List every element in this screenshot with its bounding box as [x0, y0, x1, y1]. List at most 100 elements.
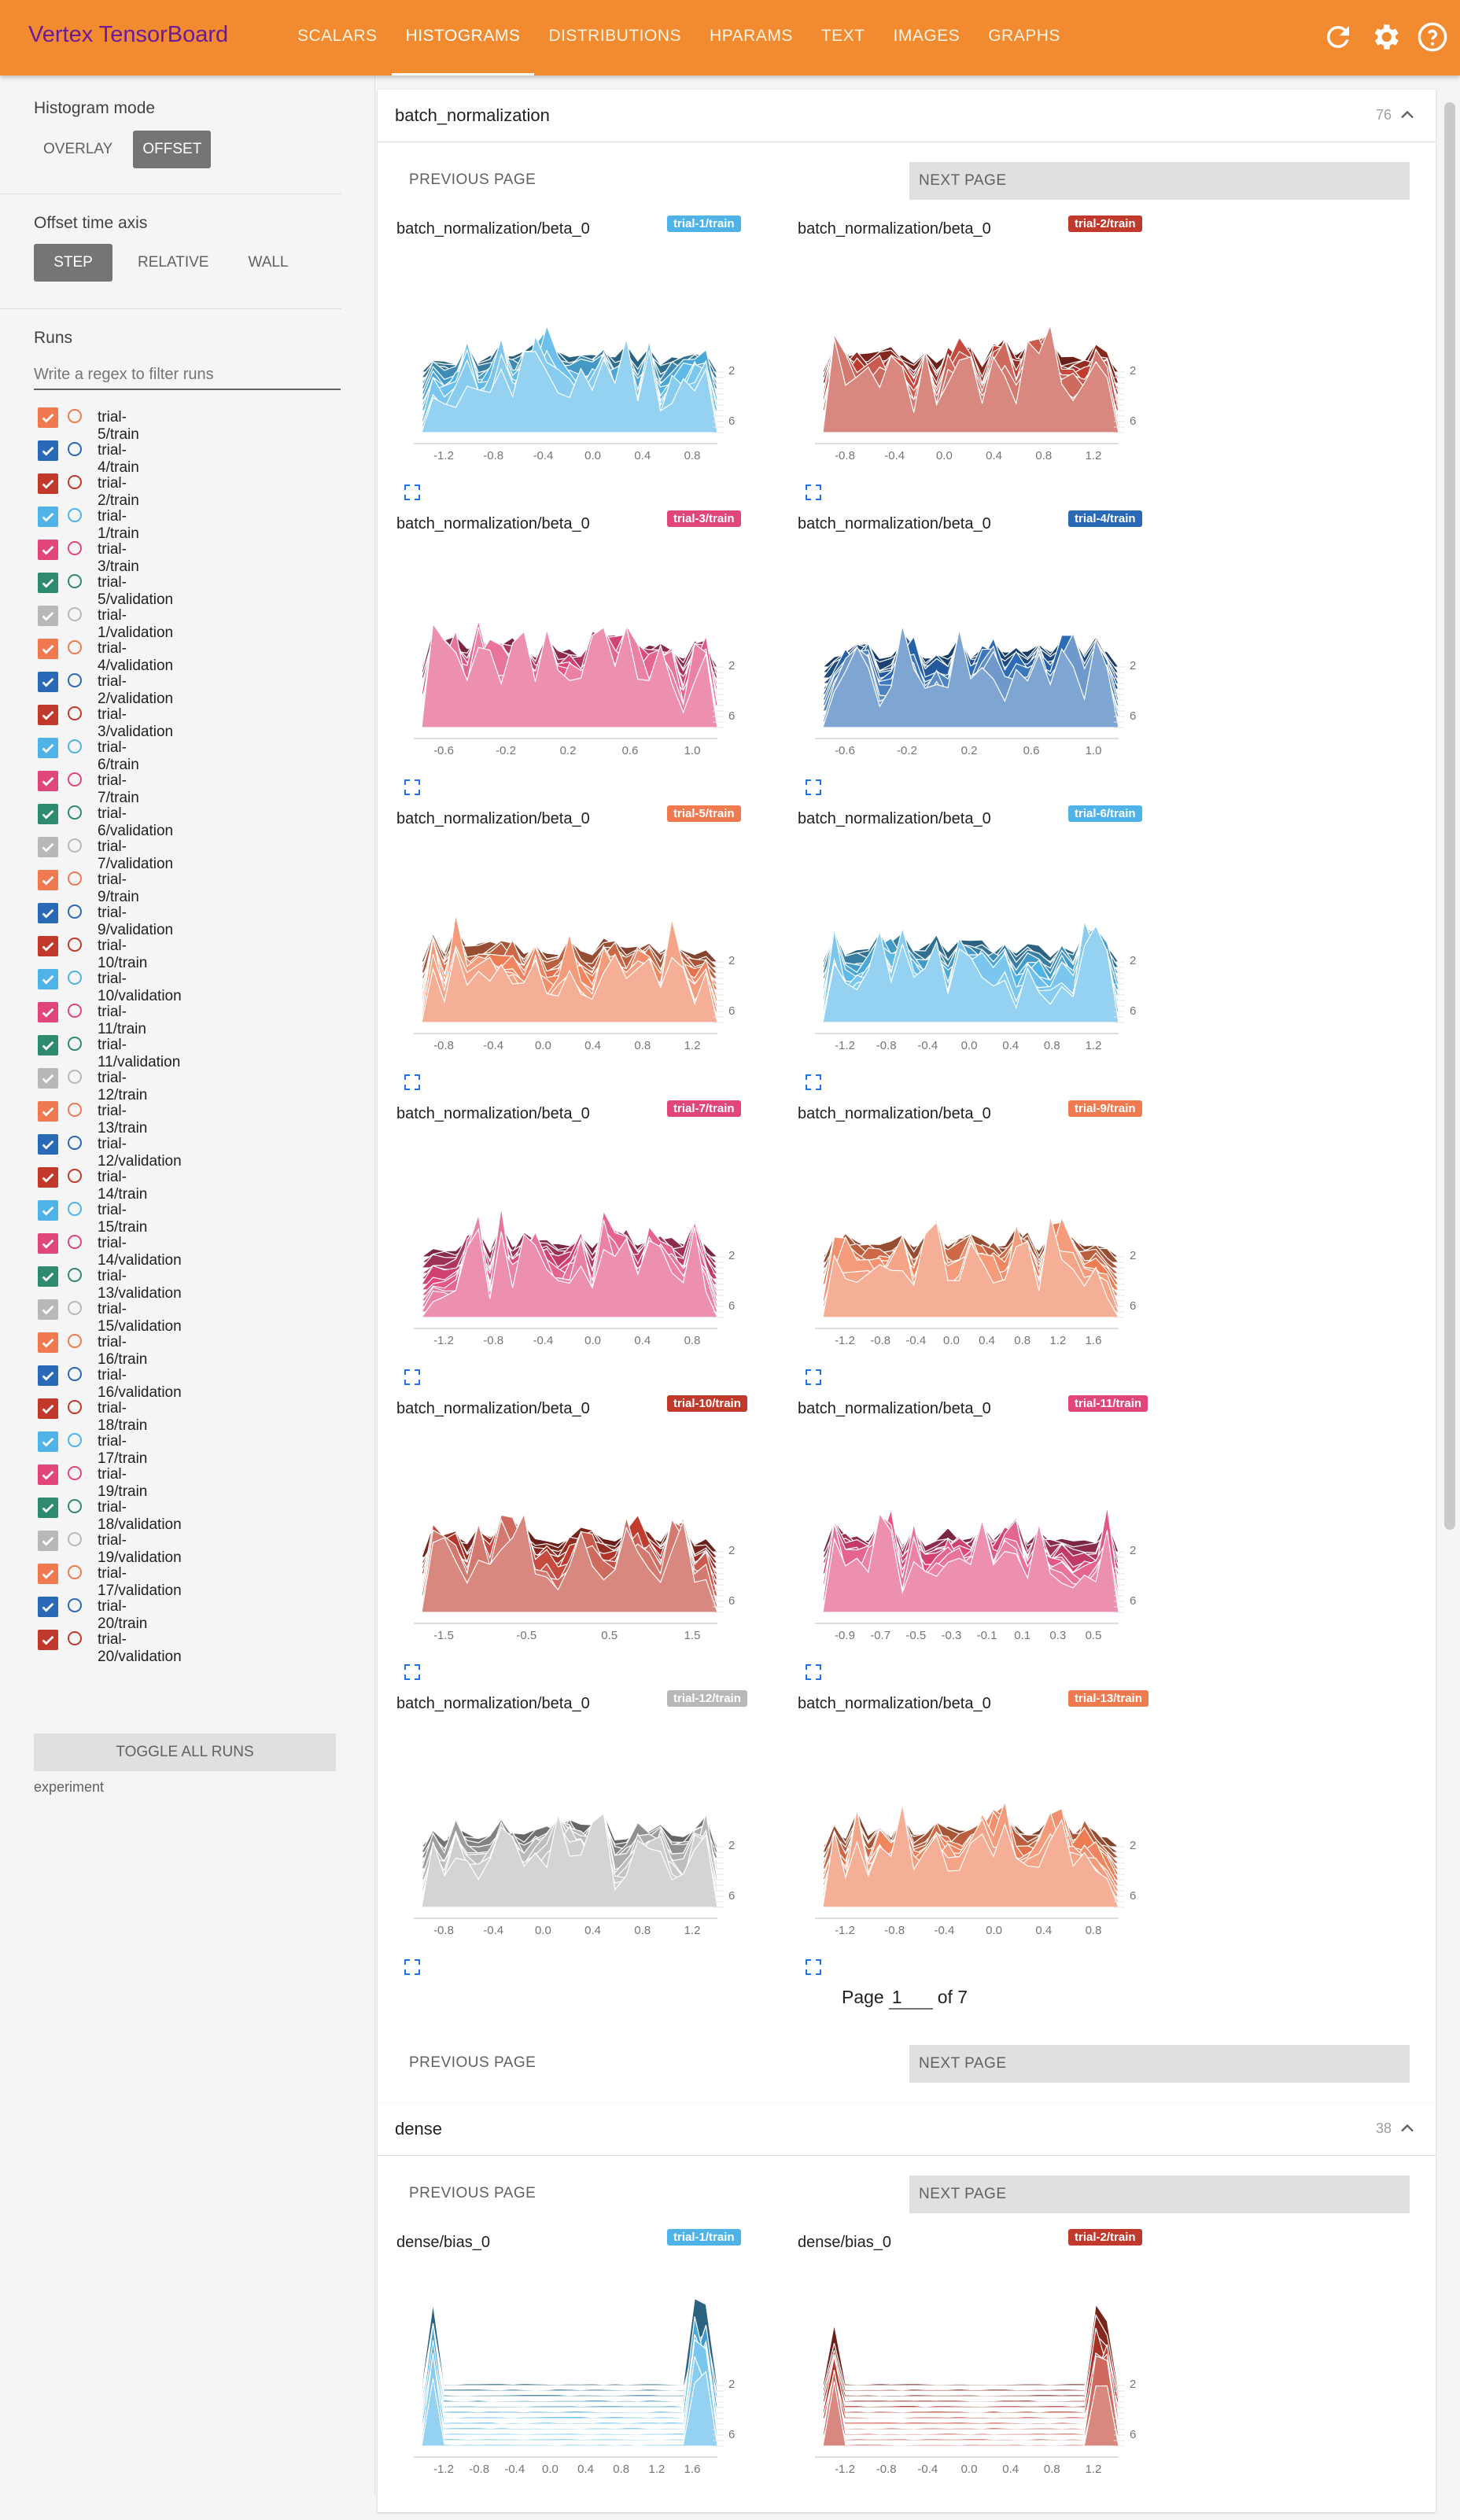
run-color-swatch[interactable] — [68, 1202, 82, 1216]
next-page-button[interactable]: NEXT PAGE — [909, 162, 1410, 200]
run-color-swatch[interactable] — [68, 1103, 82, 1117]
run-color-swatch[interactable] — [68, 871, 82, 886]
run-checkbox[interactable] — [38, 837, 58, 857]
run-checkbox[interactable] — [38, 573, 58, 593]
run-checkbox[interactable] — [38, 1266, 58, 1287]
run-color-swatch[interactable] — [68, 1631, 82, 1645]
run-color-swatch[interactable] — [68, 607, 82, 621]
run-checkbox[interactable] — [38, 507, 58, 527]
run-checkbox[interactable] — [38, 1035, 58, 1056]
group-header[interactable]: dense 38 — [378, 2103, 1436, 2156]
next-page-button[interactable]: NEXT PAGE — [909, 2176, 1410, 2213]
run-color-swatch[interactable] — [68, 1400, 82, 1414]
run-color-swatch[interactable] — [68, 640, 82, 654]
offset-histogram-plot[interactable]: 2 6 -1.2 -0.8 -0.4 0.0 0.4 0.8 1.2 1.6 — [795, 1132, 1148, 1368]
run-color-swatch[interactable] — [68, 673, 82, 687]
run-color-swatch[interactable] — [68, 475, 82, 489]
overlay-button[interactable]: OVERLAY — [43, 141, 113, 157]
tab-histograms[interactable]: HISTOGRAMS — [391, 0, 535, 76]
run-color-swatch[interactable] — [68, 971, 82, 985]
offset-histogram-plot[interactable]: 2 6 -1.2 -0.8 -0.4 0.0 0.4 0.8 — [393, 247, 747, 483]
run-checkbox[interactable] — [38, 1498, 58, 1518]
run-checkbox[interactable] — [38, 969, 58, 989]
run-checkbox[interactable] — [38, 1464, 58, 1485]
run-checkbox[interactable] — [38, 705, 58, 725]
run-checkbox[interactable] — [38, 407, 58, 428]
offset-histogram-plot[interactable]: 2 6 -1.2 -0.8 -0.4 0.0 0.4 0.8 1.2 — [795, 837, 1148, 1073]
expand-icon[interactable] — [804, 1368, 823, 1387]
run-color-swatch[interactable] — [68, 739, 82, 753]
tab-text[interactable]: TEXT — [820, 27, 865, 45]
run-color-swatch[interactable] — [68, 409, 82, 423]
run-color-swatch[interactable] — [68, 838, 82, 853]
run-checkbox[interactable] — [38, 1200, 58, 1221]
run-checkbox[interactable] — [38, 606, 58, 626]
run-color-swatch[interactable] — [68, 706, 82, 720]
run-color-swatch[interactable] — [68, 1466, 82, 1480]
help-icon[interactable] — [1416, 20, 1449, 53]
run-filter-input[interactable]: Write a regex to filter runs — [34, 362, 341, 390]
run-color-swatch[interactable] — [68, 1565, 82, 1579]
run-checkbox[interactable] — [38, 1332, 58, 1353]
offset-histogram-plot[interactable]: 2 6 -1.2 -0.8 -0.4 0.0 0.4 0.8 — [795, 1722, 1148, 1958]
run-color-swatch[interactable] — [68, 1499, 82, 1513]
run-checkbox[interactable] — [38, 936, 58, 956]
relative-button[interactable]: RELATIVE — [138, 254, 209, 271]
tab-graphs[interactable]: GRAPHS — [988, 27, 1060, 45]
expand-icon[interactable] — [804, 1073, 823, 1092]
offset-histogram-plot[interactable]: 2 6 -1.5 -0.5 0.5 1.5 — [393, 1427, 747, 1663]
step-button[interactable]: STEP — [34, 244, 112, 282]
run-checkbox[interactable] — [38, 738, 58, 758]
run-color-swatch[interactable] — [68, 1037, 82, 1051]
run-color-swatch[interactable] — [68, 1532, 82, 1546]
run-color-swatch[interactable] — [68, 1268, 82, 1282]
expand-icon[interactable] — [403, 1368, 422, 1387]
settings-icon[interactable] — [1369, 20, 1402, 53]
run-checkbox[interactable] — [38, 540, 58, 560]
offset-button[interactable]: OFFSET — [133, 131, 212, 168]
run-checkbox[interactable] — [38, 1167, 58, 1188]
run-checkbox[interactable] — [38, 1630, 58, 1650]
run-color-swatch[interactable] — [68, 1367, 82, 1381]
expand-icon[interactable] — [804, 483, 823, 502]
tab-distributions[interactable]: DISTRIBUTIONS — [548, 27, 682, 45]
offset-histogram-plot[interactable]: 2 6 -0.6 -0.2 0.2 0.6 1.0 — [393, 542, 747, 778]
run-color-swatch[interactable] — [68, 1301, 82, 1315]
offset-histogram-plot[interactable]: 2 6 -0.6 -0.2 0.2 0.6 1.0 — [795, 542, 1148, 778]
run-checkbox[interactable] — [38, 1564, 58, 1584]
tab-hparams[interactable]: HPARAMS — [710, 27, 793, 45]
expand-icon[interactable] — [804, 1958, 823, 1977]
toggle-all-runs-button[interactable]: TOGGLE ALL RUNS — [34, 1733, 336, 1771]
run-checkbox[interactable] — [38, 672, 58, 692]
scrollbar-thumb[interactable] — [1444, 102, 1455, 1530]
offset-histogram-plot[interactable]: 2 6 -0.8 -0.4 0.0 0.4 0.8 1.2 — [393, 1722, 747, 1958]
offset-histogram-plot[interactable]: 2 6 -0.8 -0.4 0.0 0.4 0.8 1.2 — [393, 837, 747, 1073]
run-color-swatch[interactable] — [68, 772, 82, 787]
run-color-swatch[interactable] — [68, 1334, 82, 1348]
run-checkbox[interactable] — [38, 440, 58, 461]
run-checkbox[interactable] — [38, 1597, 58, 1617]
run-checkbox[interactable] — [38, 1002, 58, 1022]
previous-page-button[interactable]: PREVIOUS PAGE — [409, 2185, 536, 2201]
run-checkbox[interactable] — [38, 903, 58, 923]
tab-images[interactable]: IMAGES — [893, 27, 960, 45]
offset-histogram-plot[interactable]: 2 6 -1.2 -0.8 -0.4 0.0 0.4 0.8 — [393, 1132, 747, 1368]
run-color-swatch[interactable] — [68, 1433, 82, 1447]
chevron-up-icon[interactable] — [1396, 2117, 1418, 2139]
run-checkbox[interactable] — [38, 870, 58, 890]
run-color-swatch[interactable] — [68, 1169, 82, 1183]
run-color-swatch[interactable] — [68, 1598, 82, 1612]
offset-histogram-plot[interactable]: 2 6 -1.2 -0.8 -0.4 0.0 0.4 0.8 1.2 1.6 — [393, 2260, 747, 2496]
run-color-swatch[interactable] — [68, 1136, 82, 1150]
expand-icon[interactable] — [403, 483, 422, 502]
expand-icon[interactable] — [403, 1073, 422, 1092]
run-checkbox[interactable] — [38, 1531, 58, 1551]
run-color-swatch[interactable] — [68, 805, 82, 820]
next-page-button[interactable]: NEXT PAGE — [909, 2045, 1410, 2083]
previous-page-button[interactable]: PREVIOUS PAGE — [409, 171, 536, 188]
run-checkbox[interactable] — [38, 1365, 58, 1386]
expand-icon[interactable] — [804, 1663, 823, 1682]
offset-histogram-plot[interactable]: 2 6 -0.9 -0.7 -0.5 -0.3 -0.1 0.1 0.3 0.5 — [795, 1427, 1148, 1663]
run-color-swatch[interactable] — [68, 442, 82, 456]
previous-page-button[interactable]: PREVIOUS PAGE — [409, 2054, 536, 2071]
